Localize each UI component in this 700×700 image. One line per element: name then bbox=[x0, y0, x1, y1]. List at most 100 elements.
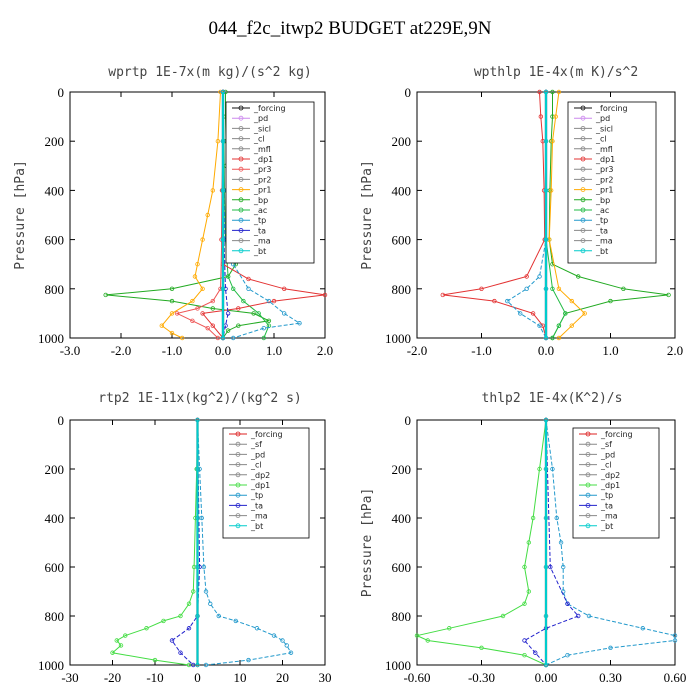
series-point-pr1 bbox=[169, 330, 175, 336]
legend-marker bbox=[238, 187, 244, 193]
legend-entry: _cl bbox=[253, 135, 265, 144]
series-point-bp bbox=[225, 328, 231, 333]
series-point-bt bbox=[543, 613, 549, 619]
legend-marker bbox=[585, 451, 591, 457]
series-point-dp1 bbox=[191, 589, 196, 594]
legend-marker bbox=[580, 238, 586, 244]
series-point-pr3 bbox=[205, 325, 210, 331]
series-point-bt bbox=[195, 613, 200, 619]
series-point-dp1 bbox=[524, 274, 529, 279]
legend-marker bbox=[238, 248, 244, 254]
series-point-dp1 bbox=[522, 564, 527, 570]
series-line-ac bbox=[222, 91, 270, 339]
y-tick-label: 0 bbox=[58, 85, 65, 100]
series-point-dp1 bbox=[152, 657, 158, 663]
legend-marker bbox=[238, 146, 244, 152]
legend-entry: _sicl bbox=[253, 124, 271, 133]
series-point-bp bbox=[621, 286, 626, 291]
legend-entry: _tp bbox=[253, 216, 266, 225]
y-tick-label: 0 bbox=[405, 413, 412, 428]
legend-marker bbox=[585, 492, 591, 498]
legend-marker bbox=[580, 217, 586, 223]
y-tick-label: 400 bbox=[392, 183, 412, 198]
series-point-bt bbox=[543, 335, 549, 341]
legend-entry: _tp bbox=[250, 491, 263, 500]
panel-title: rtp2 1E-11x(kg^2)/(kg^2 s) bbox=[98, 391, 302, 406]
series-point-dp1 bbox=[110, 650, 115, 655]
series-point-tp bbox=[208, 601, 213, 606]
legend-entry: _bp bbox=[253, 196, 268, 205]
series-point-tp bbox=[288, 650, 294, 655]
legend-marker bbox=[238, 125, 244, 131]
x-tick-label: -1.0 bbox=[471, 343, 492, 358]
legend-entry: _ta bbox=[595, 226, 608, 235]
series-point-ta bbox=[169, 638, 175, 643]
y-tick-label: 600 bbox=[45, 233, 65, 248]
series-point-dp1 bbox=[492, 298, 497, 304]
legend-marker bbox=[580, 125, 586, 131]
legend-entry: _dp1 bbox=[595, 155, 615, 164]
series-point-dp1 bbox=[522, 653, 527, 658]
y-tick-label: 1000 bbox=[38, 658, 64, 673]
legend-entry: _tp bbox=[600, 491, 613, 500]
series-point-dp1 bbox=[440, 292, 445, 298]
legend-marker bbox=[585, 472, 591, 478]
series-point-tp bbox=[271, 633, 277, 638]
series-point-ac bbox=[256, 311, 261, 316]
legend-marker bbox=[238, 166, 244, 172]
series-point-bp bbox=[666, 292, 671, 298]
legend-marker bbox=[585, 482, 591, 488]
series-point-tp bbox=[261, 325, 266, 331]
series-point-ta bbox=[186, 626, 192, 631]
legend-entry: _pr2 bbox=[595, 175, 613, 184]
x-tick-label: -20 bbox=[104, 670, 121, 685]
series-point-tp bbox=[672, 633, 678, 638]
series-point-pr1 bbox=[169, 311, 175, 316]
legend-marker bbox=[235, 492, 241, 498]
x-tick-label: -0.30 bbox=[468, 670, 495, 685]
series-point-dp1 bbox=[537, 89, 542, 95]
series-point-dp1 bbox=[500, 613, 506, 619]
series-point-ta bbox=[565, 601, 570, 606]
x-tick-label: 1.0 bbox=[266, 343, 282, 358]
series-line-pr3 bbox=[175, 92, 224, 339]
series-point-pr1 bbox=[582, 311, 587, 316]
legend-marker bbox=[238, 197, 244, 203]
series-point-dp1 bbox=[447, 626, 452, 631]
series-point-tp bbox=[203, 662, 209, 668]
y-tick-label: 200 bbox=[45, 462, 65, 477]
series-point-tp bbox=[561, 564, 566, 570]
series-point-dp1 bbox=[200, 311, 205, 316]
series-point-bt bbox=[195, 417, 200, 423]
series-point-dp1 bbox=[537, 466, 542, 472]
legend-marker bbox=[235, 431, 241, 437]
y-tick-label: 800 bbox=[45, 609, 65, 624]
series-point-tp bbox=[524, 286, 529, 291]
legend-entry: _sf bbox=[600, 440, 612, 449]
series-point-bt bbox=[220, 89, 226, 95]
y-tick-label: 800 bbox=[392, 609, 412, 624]
legend-entry: _mfl bbox=[253, 145, 271, 154]
series-point-tp bbox=[505, 298, 510, 304]
series-point-ta bbox=[533, 650, 538, 655]
legend-marker bbox=[238, 105, 244, 111]
legend-entry: _dp2 bbox=[250, 471, 270, 480]
series-line-ac bbox=[545, 92, 566, 339]
series-point-pr1 bbox=[556, 286, 562, 291]
y-tick-label: 800 bbox=[45, 282, 65, 297]
series-point-tp bbox=[203, 589, 209, 594]
series-point-ac bbox=[230, 286, 236, 291]
legend-entry: _tp bbox=[595, 216, 608, 225]
legend-entry: _sf bbox=[250, 440, 262, 449]
y-axis-label: Pressure [hPa] bbox=[360, 160, 375, 270]
series-line-pr1 bbox=[161, 91, 221, 339]
x-tick-label: 30 bbox=[319, 670, 332, 685]
series-point-dp1 bbox=[530, 515, 536, 521]
legend-marker bbox=[238, 207, 244, 213]
series-point-bp bbox=[251, 311, 256, 316]
panel-3: rtp2 1E-11x(kg^2)/(kg^2 s) -30 -20 -10 0 10 20… bbox=[38, 391, 332, 685]
series-point-pr1 bbox=[548, 188, 554, 193]
series-point-tp bbox=[282, 311, 287, 316]
series-point-bt bbox=[543, 417, 549, 423]
